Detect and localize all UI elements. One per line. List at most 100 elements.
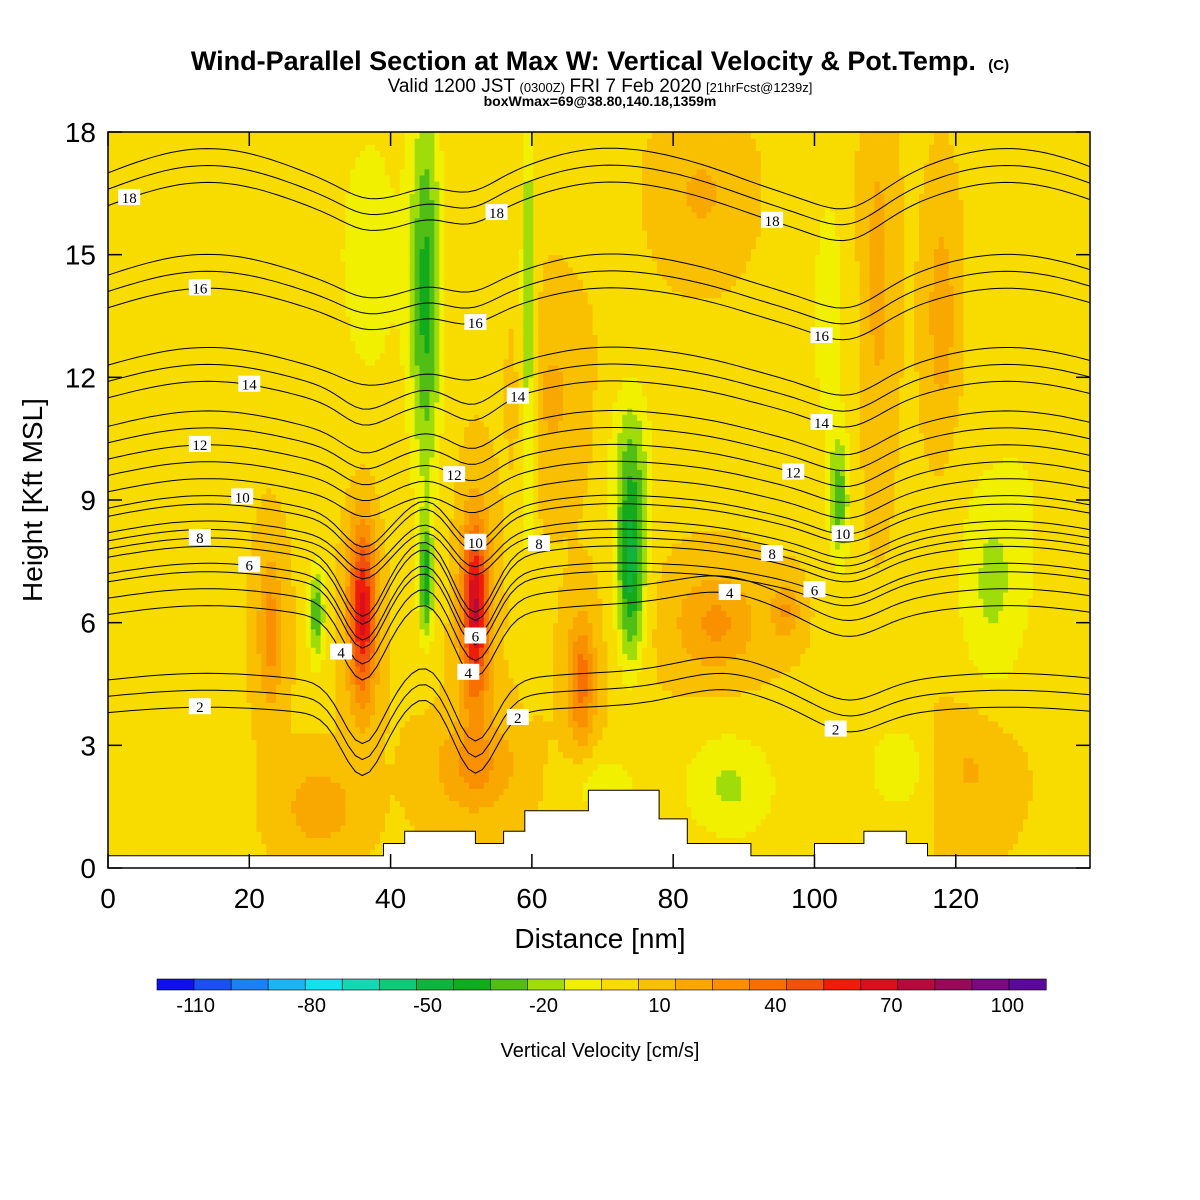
velocity-cell	[162, 414, 168, 421]
velocity-cell	[117, 518, 124, 526]
velocity-cell	[127, 365, 134, 372]
velocity-cell	[137, 224, 144, 231]
velocity-cell	[276, 352, 282, 360]
velocity-cell	[177, 549, 183, 556]
velocity-cell	[127, 769, 134, 777]
velocity-cell	[172, 598, 178, 605]
velocity-cell	[211, 769, 218, 777]
velocity-cell	[251, 132, 257, 139]
velocity-cell	[310, 818, 317, 826]
velocity-cell	[182, 776, 188, 783]
velocity-cell	[251, 512, 257, 519]
velocity-cell	[226, 199, 233, 207]
velocity-cell	[226, 168, 233, 176]
velocity-cell	[167, 457, 173, 464]
velocity-cell	[300, 144, 307, 151]
velocity-cell	[147, 291, 154, 299]
velocity-cell	[305, 665, 312, 673]
velocity-cell	[231, 818, 238, 826]
velocity-cell	[300, 794, 307, 802]
velocity-cell	[211, 493, 218, 501]
velocity-cell	[291, 316, 297, 323]
velocity-cell	[231, 604, 238, 611]
velocity-cell	[261, 506, 267, 513]
velocity-cell	[122, 794, 129, 802]
velocity-cell	[291, 230, 297, 237]
velocity-cell	[142, 555, 149, 562]
velocity-cell	[112, 481, 119, 489]
velocity-cell	[295, 426, 302, 434]
velocity-cell	[187, 371, 193, 378]
velocity-cell	[310, 475, 317, 483]
velocity-cell	[152, 726, 158, 734]
velocity-cell	[108, 248, 114, 256]
velocity-cell	[157, 217, 163, 225]
velocity-cell	[221, 450, 228, 458]
velocity-cell	[236, 579, 243, 587]
velocity-cell	[251, 763, 257, 771]
velocity-cell	[305, 518, 312, 526]
velocity-cell	[221, 500, 228, 507]
velocity-cell	[187, 592, 193, 599]
velocity-cell	[300, 585, 307, 593]
velocity-cell	[142, 536, 149, 544]
velocity-cell	[226, 628, 233, 636]
velocity-cell	[132, 573, 139, 581]
velocity-cell	[162, 285, 168, 292]
velocity-cell	[162, 316, 168, 323]
velocity-cell	[112, 512, 119, 519]
velocity-cell	[152, 812, 158, 820]
velocity-cell	[246, 763, 252, 771]
velocity-cell	[167, 297, 173, 305]
velocity-cell	[241, 837, 247, 844]
velocity-cell	[211, 634, 218, 642]
velocity-cell	[300, 236, 307, 243]
velocity-cell	[157, 340, 163, 348]
velocity-cell	[291, 628, 297, 636]
velocity-cell	[226, 371, 233, 378]
velocity-cell	[241, 549, 247, 556]
velocity-cell	[206, 500, 213, 507]
velocity-cell	[167, 812, 173, 820]
velocity-cell	[256, 358, 262, 366]
velocity-cell	[182, 408, 188, 415]
velocity-cell	[127, 659, 134, 667]
velocity-cell	[152, 555, 158, 562]
velocity-cell	[281, 825, 287, 832]
velocity-cell	[206, 634, 213, 642]
velocity-cell	[137, 794, 144, 802]
velocity-cell	[192, 181, 198, 188]
velocity-cell	[295, 260, 302, 268]
velocity-cell	[231, 806, 238, 814]
velocity-cell	[256, 726, 262, 734]
velocity-cell	[108, 745, 114, 752]
velocity-cell	[246, 365, 252, 372]
velocity-cell	[192, 168, 198, 176]
velocity-cell	[216, 647, 223, 654]
velocity-cell	[172, 776, 178, 783]
velocity-cell	[236, 647, 243, 654]
velocity-cell	[152, 739, 158, 746]
velocity-cell	[167, 843, 173, 851]
velocity-cell	[162, 573, 168, 581]
velocity-cell	[211, 751, 218, 759]
velocity-cell	[132, 598, 139, 605]
velocity-cell	[108, 831, 114, 838]
velocity-cell	[271, 444, 277, 452]
velocity-cell	[127, 168, 134, 176]
velocity-cell	[305, 150, 312, 158]
velocity-cell	[112, 653, 119, 660]
velocity-cell	[216, 242, 223, 250]
velocity-cell	[266, 561, 272, 568]
velocity-cell	[261, 377, 267, 384]
velocity-cell	[295, 217, 302, 225]
velocity-cell	[231, 138, 238, 145]
velocity-cell	[241, 579, 247, 587]
velocity-cell	[132, 610, 139, 618]
velocity-cell	[187, 665, 193, 673]
velocity-cell	[295, 316, 302, 323]
velocity-cell	[197, 733, 203, 740]
velocity-cell	[226, 677, 233, 685]
velocity-cell	[147, 641, 154, 648]
velocity-cell	[216, 837, 223, 844]
